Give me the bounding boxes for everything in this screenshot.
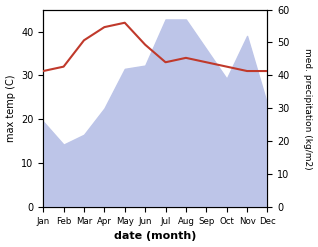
- X-axis label: date (month): date (month): [114, 231, 197, 242]
- Y-axis label: max temp (C): max temp (C): [5, 75, 16, 142]
- Y-axis label: med. precipitation (kg/m2): med. precipitation (kg/m2): [303, 48, 313, 169]
